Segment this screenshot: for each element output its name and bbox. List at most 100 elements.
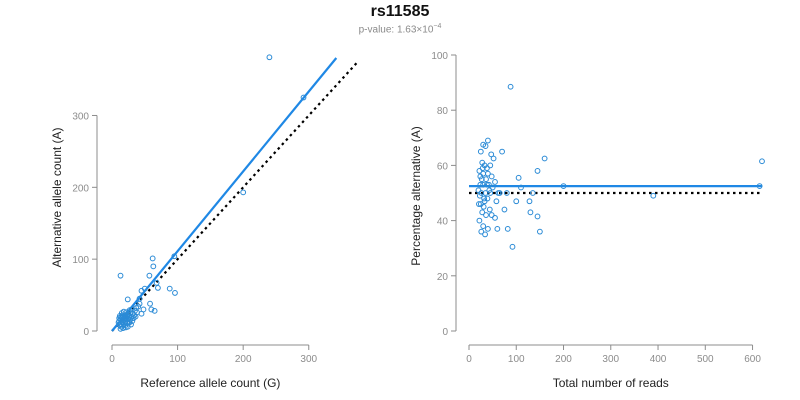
right-data-point (479, 165, 486, 172)
right-data-point (488, 151, 495, 158)
right-data-point (529, 190, 536, 196)
left-data-point (136, 300, 143, 307)
right-data-point (527, 209, 534, 216)
right-data-point (483, 212, 489, 218)
left-data-point (124, 296, 131, 303)
right-data-point (477, 173, 484, 180)
left-data-point (125, 311, 132, 318)
right-data-point (477, 181, 484, 188)
left-x-tick-label: 0 (109, 354, 115, 365)
p-value-exponent: −4 (433, 23, 442, 30)
left-data-point (138, 287, 145, 294)
right-data-point (534, 168, 541, 174)
right-y-tick-label: 80 (437, 106, 449, 117)
right-data-point (476, 201, 482, 207)
left-data-point (149, 255, 156, 262)
right-x-tick-label: 100 (508, 354, 525, 365)
right-x-tick-label: 200 (555, 354, 572, 365)
left-fit-line (111, 57, 338, 332)
right-x-tick-label: 500 (697, 354, 714, 365)
right-data-point (481, 195, 488, 202)
right-x-tick-label: 0 (466, 354, 472, 365)
right-data-point (480, 223, 487, 230)
left-data-point (150, 263, 157, 270)
right-data-point (480, 203, 487, 210)
right-data-point (541, 155, 548, 162)
right-data-point (480, 181, 487, 188)
right-data-point (481, 198, 488, 205)
left-y-axis-label: Alternative allele count (A) (50, 127, 64, 267)
right-y-axis-label: Percentage alternative (A) (409, 126, 423, 265)
right-data-point (488, 173, 495, 180)
right-data-point (495, 190, 502, 196)
left-data-point (155, 284, 161, 291)
right-x-tick-label: 400 (650, 354, 667, 365)
p-value-text: p-value: 1.63×10 (358, 24, 434, 36)
left-reference-line (111, 60, 359, 332)
left-x-tick-label: 100 (169, 354, 186, 365)
left-data-point (118, 323, 125, 330)
right-y-tick-label: 40 (437, 217, 449, 228)
left-data-point (147, 300, 153, 307)
left-y-tick-label: 300 (72, 111, 89, 122)
left-x-axis-label: Reference allele count (G) (140, 376, 280, 390)
right-data-point (476, 192, 483, 199)
left-data-point (151, 307, 158, 314)
right-data-point (492, 214, 498, 221)
right-data-point (475, 187, 482, 194)
right-data-point (478, 228, 485, 235)
right-data-point (485, 170, 491, 177)
left-data-point (122, 314, 129, 321)
right-x-tick-label: 600 (744, 354, 761, 365)
left-data-point (240, 189, 247, 196)
left-data-point (138, 310, 145, 317)
right-data-point (483, 176, 489, 183)
right-data-point (526, 198, 533, 205)
left-y-tick-label: 100 (72, 255, 89, 266)
right-data-point (478, 176, 485, 183)
left-data-point (132, 313, 139, 320)
left-data-point (118, 310, 125, 316)
right-data-point (482, 231, 488, 238)
left-data-point (135, 303, 142, 310)
left-data-point (166, 285, 173, 292)
right-data-point (487, 190, 494, 196)
right-data-point (513, 198, 520, 205)
left-data-point (300, 94, 307, 101)
right-data-point (484, 195, 491, 202)
chart-title: rs11585 (370, 3, 430, 20)
right-data-point (504, 225, 511, 232)
right-data-point (486, 187, 493, 194)
right-data-point (650, 192, 657, 199)
right-data-point (477, 148, 484, 155)
left-y-tick-label: 0 (83, 327, 89, 338)
right-data-point (478, 190, 485, 196)
left-data-point (117, 272, 124, 279)
right-data-point (487, 162, 494, 169)
left-data-point (132, 307, 138, 314)
left-data-point (146, 272, 153, 279)
right-x-axis-label: Total number of reads (553, 376, 669, 390)
right-data-point (479, 209, 486, 216)
right-data-point (485, 181, 492, 188)
right-data-point (484, 181, 490, 188)
left-data-point (153, 279, 160, 286)
right-data-point (476, 217, 483, 224)
right-data-point (476, 168, 483, 174)
right-x-tick-label: 300 (602, 354, 619, 365)
right-data-point (492, 179, 498, 185)
right-data-point (501, 206, 508, 213)
right-data-point (485, 225, 491, 232)
right-data-point (494, 225, 501, 232)
right-data-point (759, 158, 765, 165)
right-data-point (534, 213, 541, 220)
right-y-tick-label: 0 (442, 327, 448, 338)
right-data-point (503, 190, 510, 196)
right-data-point (488, 212, 495, 218)
right-data-point (756, 183, 763, 190)
chart-subtitle: p-value: 1.63×10−4 (0, 23, 800, 35)
right-data-point (490, 155, 497, 162)
right-data-point (499, 148, 505, 155)
right-data-point (560, 183, 567, 190)
left-data-point (266, 54, 273, 61)
